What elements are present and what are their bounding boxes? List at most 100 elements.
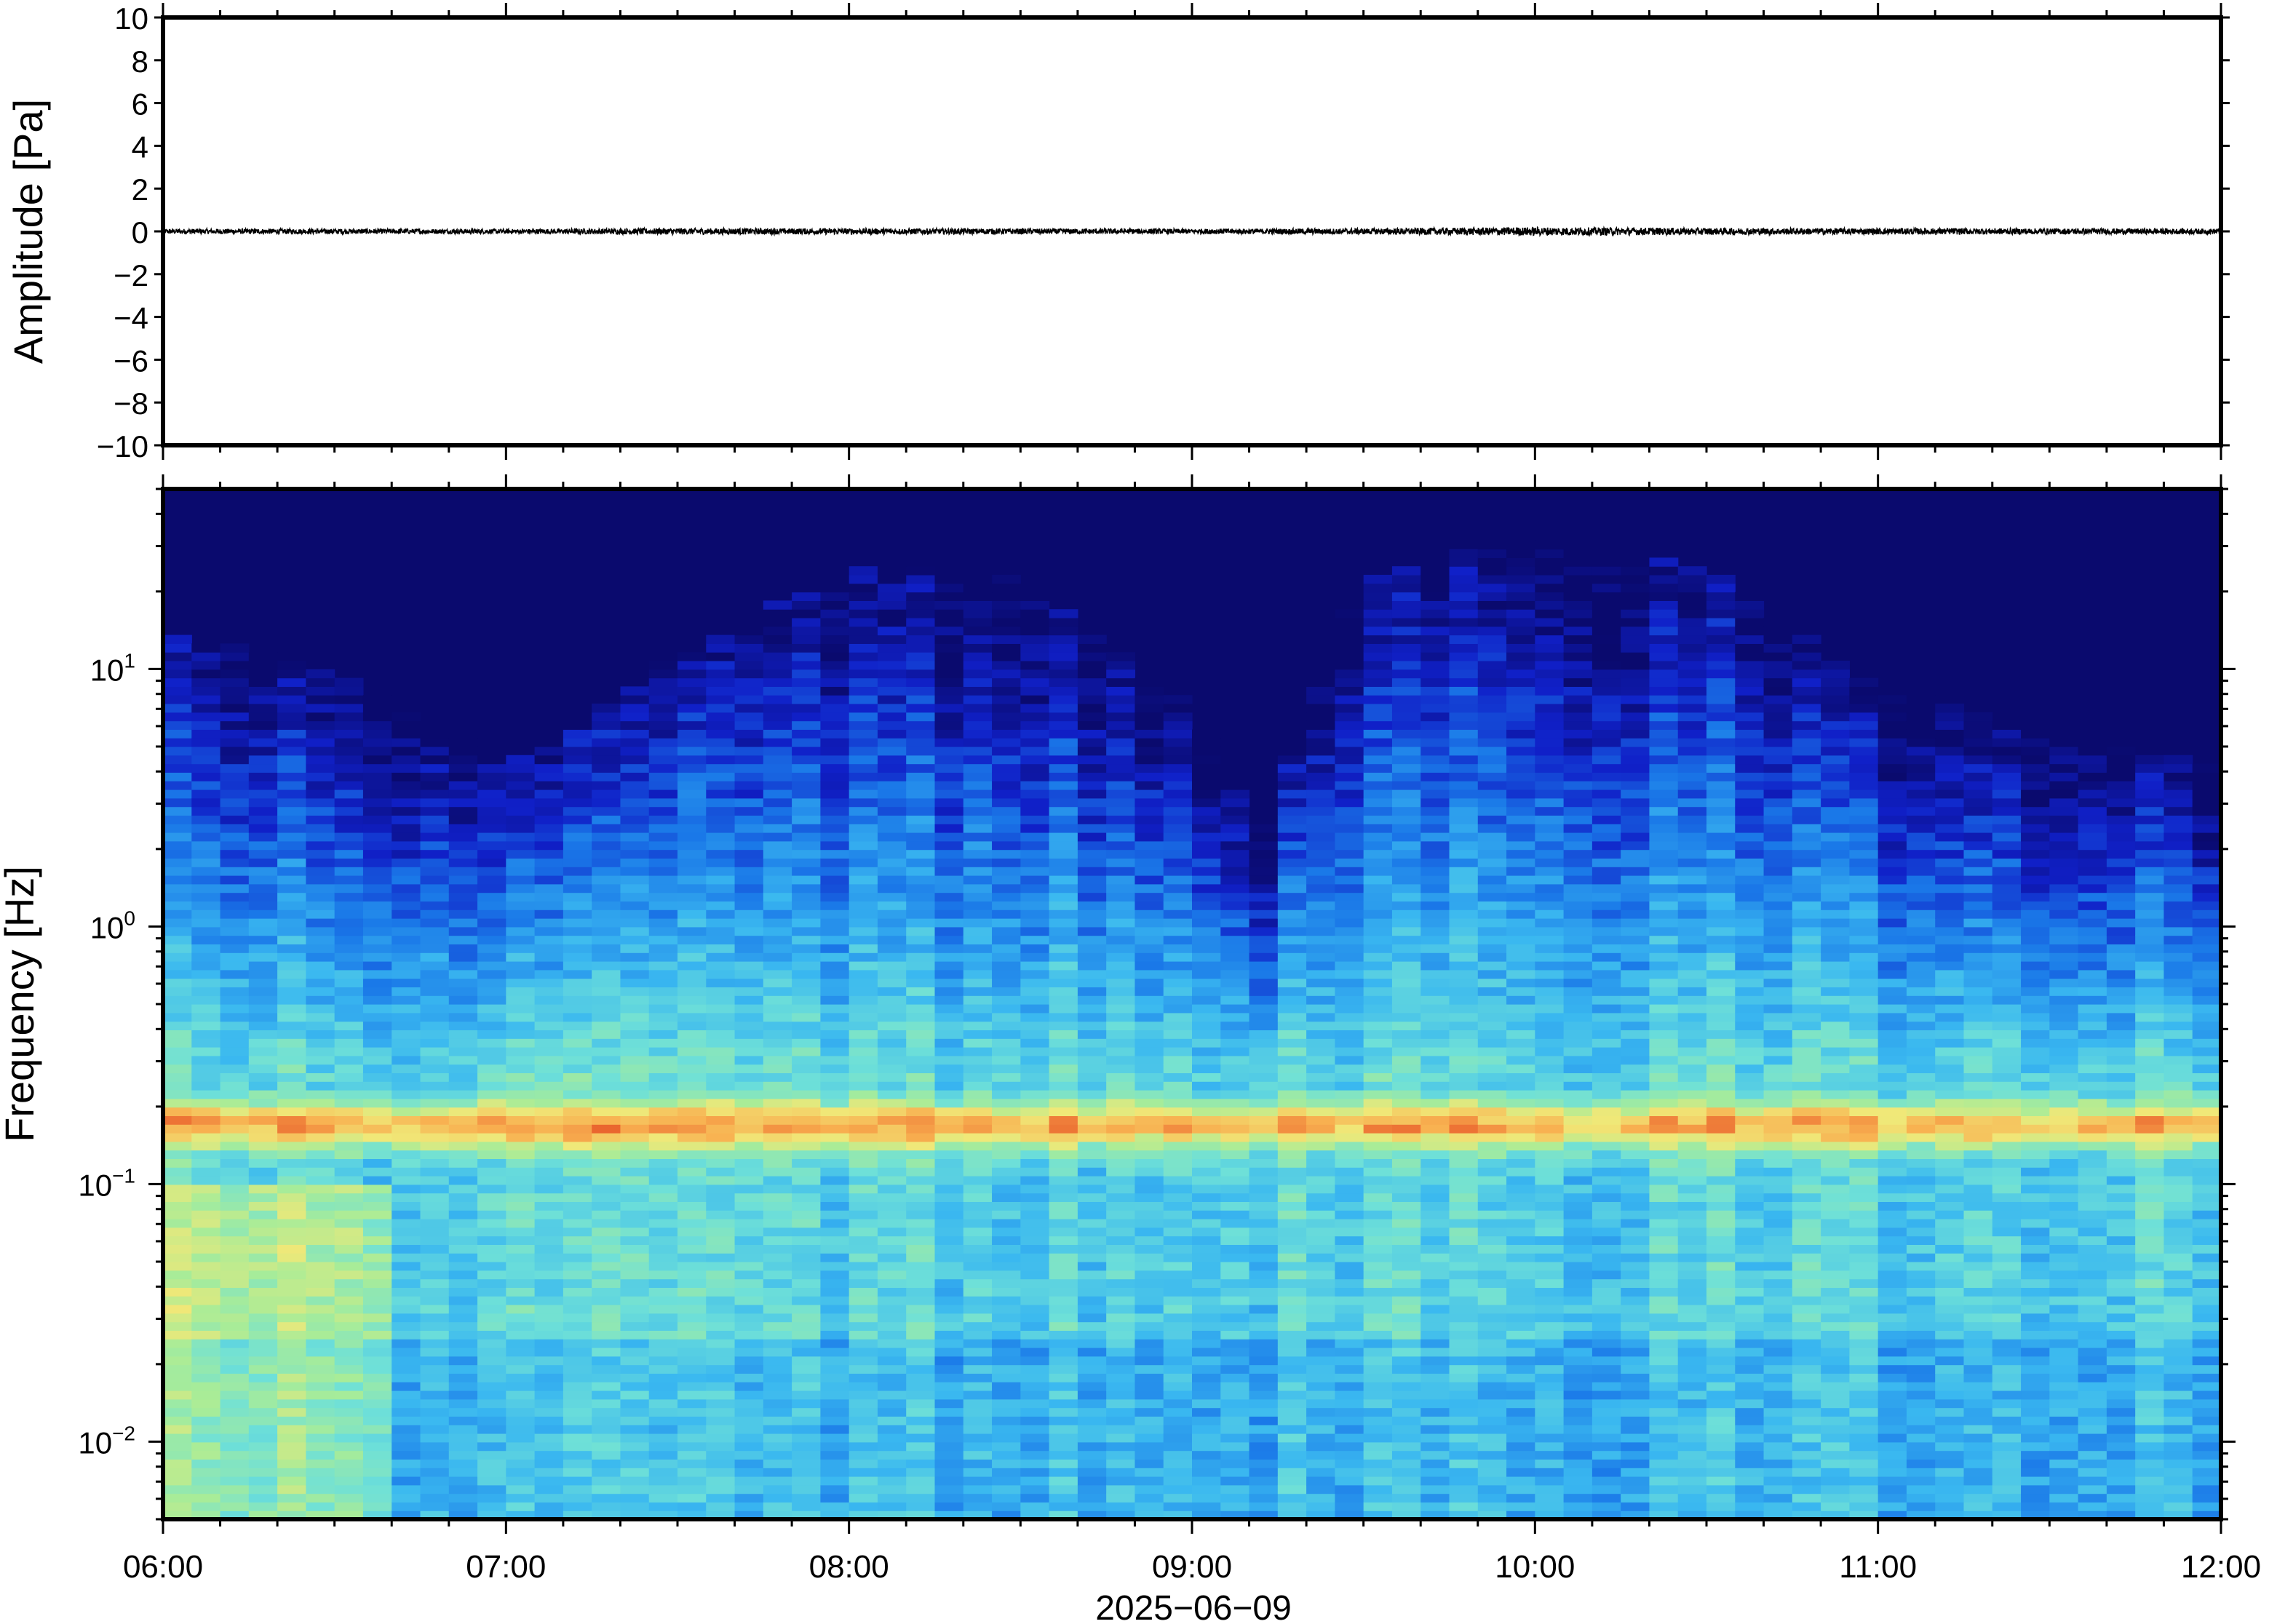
spectrogram-cell (1220, 1287, 1250, 1297)
spectrogram-cell (163, 1270, 192, 1280)
spectrogram-cell (1020, 1115, 1050, 1125)
spectrogram-cell (506, 1484, 536, 1494)
spectrogram-cell (934, 738, 964, 747)
spectrogram-cell (992, 944, 1021, 953)
spectrogram-cell (1163, 1373, 1193, 1382)
spectrogram-cell (1049, 1176, 1078, 1185)
spectrogram-cell (563, 1425, 592, 1434)
spectrogram-cell (277, 1348, 306, 1357)
spectrogram-cell (1106, 1356, 1136, 1366)
spectrogram-cell (963, 995, 993, 1005)
spectrogram-cell (963, 592, 993, 601)
spectrogram-cell (763, 1210, 792, 1219)
spectrogram-cell (1363, 892, 1393, 901)
spectrogram-cell (163, 1484, 192, 1494)
spectrogram-cell (334, 1030, 364, 1039)
spectrogram-cell (506, 815, 536, 824)
spectrogram-cell (820, 1244, 850, 1254)
spectrogram-cell (1420, 592, 1450, 601)
spectrogram-cell (534, 1193, 564, 1202)
spectrogram-cell (1477, 1219, 1507, 1228)
spectrogram-cell (992, 1124, 1021, 1134)
spectrogram-cell (792, 609, 821, 618)
spectrogram-cell (1077, 926, 1107, 936)
spectrogram-cell (1420, 1107, 1450, 1116)
spectrogram-cell (1306, 789, 1335, 799)
spectrogram-cell (191, 772, 221, 781)
spectrogram-cell (1220, 1012, 1250, 1022)
spectrogram-cell (1249, 909, 1279, 919)
spectrogram-cell (420, 952, 450, 962)
spectrogram-cell (1363, 669, 1393, 679)
spectrogram-cell (220, 1210, 250, 1219)
spectrogram-cell (763, 1201, 792, 1211)
spectrogram-cell (1192, 987, 1221, 996)
spectrogram-cell (763, 815, 792, 824)
spectrogram-cell (1363, 883, 1393, 893)
spectrogram-cell (563, 1348, 592, 1357)
spectrogram-cell (277, 1321, 306, 1331)
spectrogram-cell (1391, 738, 1421, 747)
spectrogram-cell (1220, 1176, 1250, 1185)
spectrogram-cell (1106, 1158, 1136, 1168)
spectrogram-cell (1420, 557, 1450, 567)
spectrogram-cell (1506, 1305, 1535, 1314)
spectrogram-cell (592, 704, 621, 713)
spectrogram-cell (1020, 1450, 1050, 1460)
spectrogram-cell (1020, 1493, 1050, 1502)
spectrogram-cell (849, 686, 878, 696)
spectrogram-cell (1449, 1296, 1479, 1305)
spectrogram-cell (963, 926, 993, 936)
spectrogram-cell (1449, 1219, 1479, 1228)
spectrogram-cell (1335, 1012, 1364, 1022)
spectrogram-cell (1049, 1382, 1078, 1391)
spectrogram-cell (277, 1158, 306, 1168)
spectrogram-cell (1449, 832, 1479, 842)
spectrogram-cell (1506, 634, 1535, 644)
spectrogram-cell (820, 815, 850, 824)
spectrogram-cell (648, 1253, 678, 1262)
spectrogram-cell (1306, 1072, 1335, 1082)
spectrogram-cell (534, 1021, 564, 1030)
spectrogram-cell (1449, 720, 1479, 730)
spectrogram-cell (1249, 1330, 1279, 1340)
spectrogram-cell (1363, 815, 1393, 824)
spectrogram-cell (620, 1030, 650, 1039)
spectrogram-cell (220, 1021, 250, 1030)
spectrogram-cell (1049, 995, 1078, 1005)
spectrogram-cell (1077, 1493, 1107, 1502)
spectrogram-cell (1306, 677, 1335, 687)
spectrogram-cell (420, 1425, 450, 1434)
spectrogram-cell (1277, 1476, 1307, 1486)
spectrogram-cell (534, 1407, 564, 1417)
spectrogram-cell (1449, 1364, 1479, 1374)
spectrogram-cell (1220, 1493, 1250, 1502)
spectrogram-cell (1249, 1244, 1279, 1254)
spectrogram-cell (1220, 1450, 1250, 1460)
spectrogram-cell (534, 892, 564, 901)
spectrogram-cell (1020, 609, 1050, 618)
spectrogram-cell (306, 704, 335, 713)
spectrogram-cell (992, 1133, 1021, 1142)
spectrogram-cell (1335, 1305, 1364, 1314)
spectrogram-cell (906, 892, 936, 901)
spectrogram-cell (534, 1321, 564, 1331)
spectrogram-cell (506, 1210, 536, 1219)
spectrogram-cell (277, 909, 306, 919)
spectrogram-cell (1335, 1064, 1364, 1073)
spectrogram-cell (477, 815, 506, 824)
spectrogram-cell (1449, 583, 1479, 593)
spectrogram-cell (992, 1038, 1021, 1048)
spectrogram-cell (248, 944, 278, 953)
spectrogram-cell (506, 1373, 536, 1382)
spectrogram-cell (620, 918, 650, 928)
spectrogram-cell (934, 686, 964, 696)
spectrogram-cell (534, 1390, 564, 1400)
spectrogram-cell (992, 1219, 1021, 1228)
spectrogram-cell (763, 1390, 792, 1400)
spectrogram-cell (420, 995, 450, 1005)
spectrogram-cell (1420, 1364, 1450, 1374)
spectrogram-cell (620, 875, 650, 885)
spectrogram-cell (1506, 849, 1535, 859)
spectrogram-cell (963, 909, 993, 919)
